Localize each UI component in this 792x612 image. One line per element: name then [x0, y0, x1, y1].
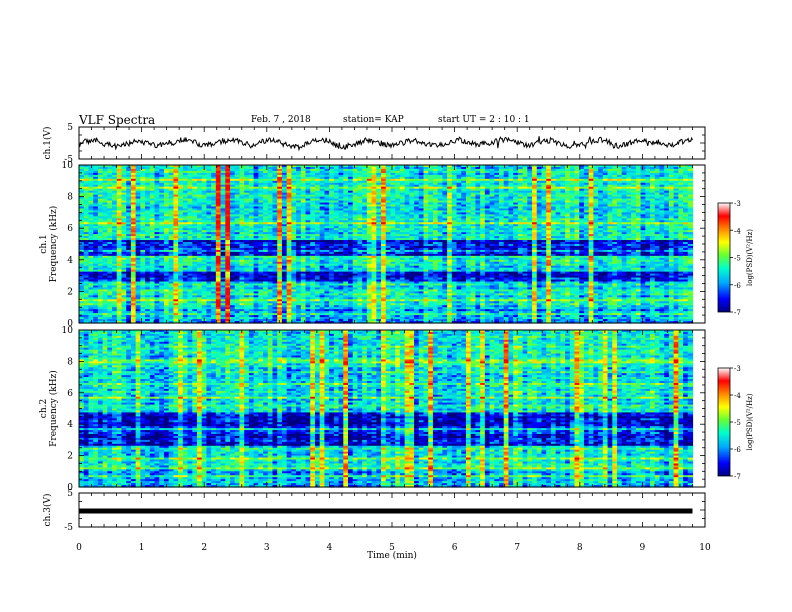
ch1-spectrogram: [79, 165, 693, 324]
vlf-spectra-figure: 0 1 2 3 4 5 6 7 8 9 10Time (min)0246810ch.1 Frequen…: [0, 0, 792, 612]
